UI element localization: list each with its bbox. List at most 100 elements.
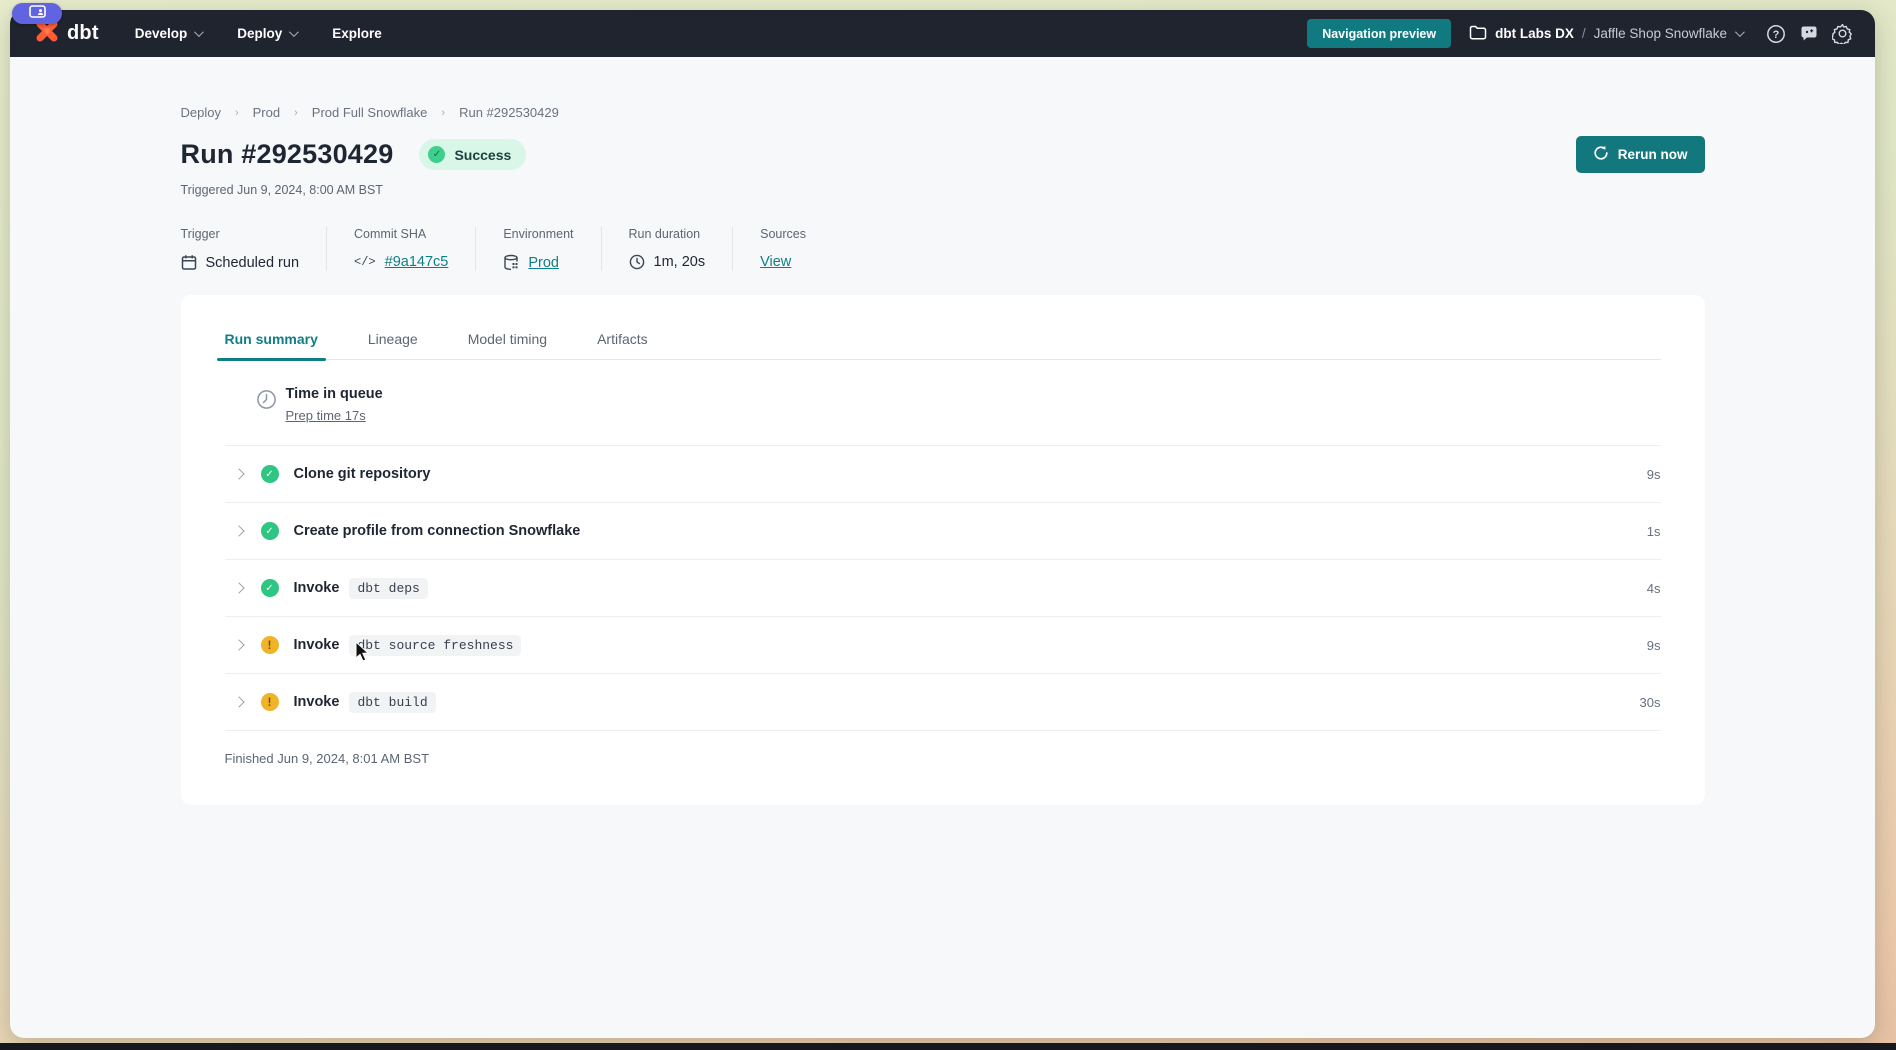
tab-lineage[interactable]: Lineage — [367, 331, 418, 347]
finished-timestamp: Finished Jun 9, 2024, 8:01 AM BST — [224, 730, 1661, 796]
account-name[interactable]: dbt Labs DX — [1495, 26, 1574, 41]
run-detail-page: Deploy › Prod › Prod Full Snowflake › Ru… — [10, 57, 1875, 1038]
meta-run-duration: Run duration 1m, 20s — [600, 227, 733, 271]
menu-explore[interactable]: Explore — [332, 26, 382, 41]
navigation-preview-button[interactable]: Navigation preview — [1307, 19, 1452, 48]
run-summary-card: Run summary Lineage Model timing Artifac… — [180, 295, 1705, 805]
svg-text:?: ? — [1773, 29, 1780, 41]
step-title: Clone git repository — [293, 466, 431, 482]
step-duration: 9s — [1646, 637, 1661, 653]
meta-sources-label: Sources — [760, 227, 806, 241]
chevron-right-icon: › — [234, 106, 239, 119]
meta-duration-label: Run duration — [628, 227, 701, 241]
warning-icon — [260, 693, 279, 711]
time-in-queue-section: Time in queue Prep time 17s — [225, 360, 1661, 445]
menu-deploy-label: Deploy — [237, 26, 283, 41]
project-breadcrumb[interactable]: dbt Labs DX / Jaffle Shop Snowflake — [1469, 25, 1745, 43]
step-duration: 30s — [1639, 694, 1661, 710]
help-icon[interactable]: ? — [1766, 24, 1786, 44]
chevron-right-icon[interactable] — [232, 582, 245, 594]
menu-develop-label: Develop — [134, 26, 188, 41]
dbt-logo-icon — [34, 18, 60, 49]
chevron-down-icon — [289, 27, 300, 38]
step-create-profile[interactable]: Create profile from connection Snowflake… — [224, 502, 1661, 559]
time-in-queue-title: Time in queue — [285, 386, 383, 402]
step-invoke-dbt-deps[interactable]: Invoke dbt deps 4s — [224, 559, 1661, 616]
breadcrumb-run: Run #292530429 — [459, 105, 559, 120]
chevron-right-icon[interactable] — [232, 696, 245, 708]
menu-develop[interactable]: Develop — [134, 26, 205, 41]
meta-trigger-label: Trigger — [180, 227, 220, 241]
tab-run-summary[interactable]: Run summary — [216, 331, 327, 361]
step-command-chip: dbt deps — [349, 577, 428, 599]
feedback-icon[interactable] — [1799, 24, 1819, 44]
triggered-timestamp: Triggered Jun 9, 2024, 8:00 AM BST — [180, 183, 383, 197]
step-clone-git-repository[interactable]: Clone git repository 9s — [224, 445, 1661, 502]
chevron-right-icon[interactable] — [232, 525, 245, 537]
tab-bar: Run summary Lineage Model timing Artifac… — [216, 295, 1661, 361]
settings-icon[interactable] — [1832, 23, 1853, 44]
project-name[interactable]: Jaffle Shop Snowflake — [1593, 26, 1727, 41]
step-invoke-source-freshness[interactable]: Invoke dbt source freshness 9s — [224, 616, 1661, 673]
step-title: Invoke — [293, 580, 340, 596]
rerun-now-label: Rerun now — [1617, 147, 1688, 162]
app-window: dbt Develop Deploy Explore Navigation pr… — [10, 10, 1875, 1038]
screen-share-icon — [28, 4, 46, 23]
meta-duration-value: 1m, 20s — [653, 254, 706, 270]
top-navbar: dbt Develop Deploy Explore Navigation pr… — [10, 10, 1875, 57]
dbt-logo[interactable]: dbt — [34, 18, 99, 49]
step-invoke-dbt-build[interactable]: Invoke dbt build 30s — [224, 673, 1661, 730]
tab-artifacts[interactable]: Artifacts — [597, 331, 648, 347]
folder-icon — [1469, 25, 1487, 43]
chevron-right-icon: › — [294, 106, 298, 119]
meta-commit-sha: Commit SHA </> #9a147c5 — [326, 227, 475, 271]
clock-icon — [629, 254, 645, 270]
timer-icon — [256, 389, 277, 415]
step-title: Create profile from connection Snowflake — [293, 523, 581, 539]
chevron-down-icon — [1734, 27, 1745, 38]
meta-trigger-value: Scheduled run — [205, 254, 300, 271]
meta-commit-label: Commit SHA — [354, 227, 427, 241]
chevron-right-icon[interactable] — [232, 468, 245, 480]
step-command-chip: dbt source freshness — [349, 634, 522, 656]
tab-model-timing[interactable]: Model timing — [467, 331, 548, 347]
commit-sha-link[interactable]: #9a147c5 — [384, 254, 449, 270]
status-badge: Success — [419, 139, 527, 170]
breadcrumb: Deploy › Prod › Prod Full Snowflake › Ru… — [181, 57, 1705, 120]
meta-trigger: Trigger Scheduled run — [181, 227, 327, 271]
menu-explore-label: Explore — [332, 26, 382, 41]
dbt-logo-text: dbt — [67, 22, 99, 44]
step-title: Invoke — [293, 694, 340, 710]
calendar-icon — [181, 254, 197, 271]
step-title: Invoke — [293, 637, 340, 653]
step-duration: 9s — [1646, 466, 1661, 482]
page-title: Run #292530429 — [180, 139, 394, 169]
refresh-icon — [1593, 145, 1609, 164]
meta-environment-label: Environment — [503, 227, 574, 241]
step-duration: 4s — [1646, 580, 1661, 596]
run-meta-row: Trigger Scheduled run Commit SHA — [181, 227, 1705, 271]
rerun-now-button[interactable]: Rerun now — [1575, 136, 1705, 173]
step-command-chip: dbt build — [349, 691, 436, 713]
status-badge-label: Success — [454, 146, 512, 163]
navbar-right: Navigation preview dbt Labs DX / Jaffle … — [1307, 19, 1853, 48]
chevron-right-icon: › — [441, 106, 446, 119]
environment-link[interactable]: Prod — [528, 254, 559, 271]
chevron-down-icon — [194, 27, 205, 38]
step-duration: 1s — [1646, 523, 1661, 539]
menu-deploy[interactable]: Deploy — [237, 26, 300, 41]
breadcrumb-separator: / — [1581, 26, 1586, 41]
success-check-icon — [260, 522, 279, 540]
breadcrumb-prod[interactable]: Prod — [252, 105, 281, 120]
breadcrumb-deploy[interactable]: Deploy — [180, 105, 221, 120]
breadcrumb-job[interactable]: Prod Full Snowflake — [311, 105, 428, 120]
prep-time-link[interactable]: Prep time 17s — [285, 408, 366, 423]
success-check-icon — [260, 579, 279, 597]
chevron-right-icon[interactable] — [232, 639, 245, 651]
success-check-icon — [260, 465, 279, 483]
warning-icon — [260, 636, 279, 654]
title-row: Run #292530429 Success Rerun now — [181, 136, 1705, 173]
browser-extension-badge[interactable] — [12, 3, 62, 24]
screen-bottom-edge — [0, 1043, 1896, 1050]
sources-view-link[interactable]: View — [760, 254, 792, 270]
